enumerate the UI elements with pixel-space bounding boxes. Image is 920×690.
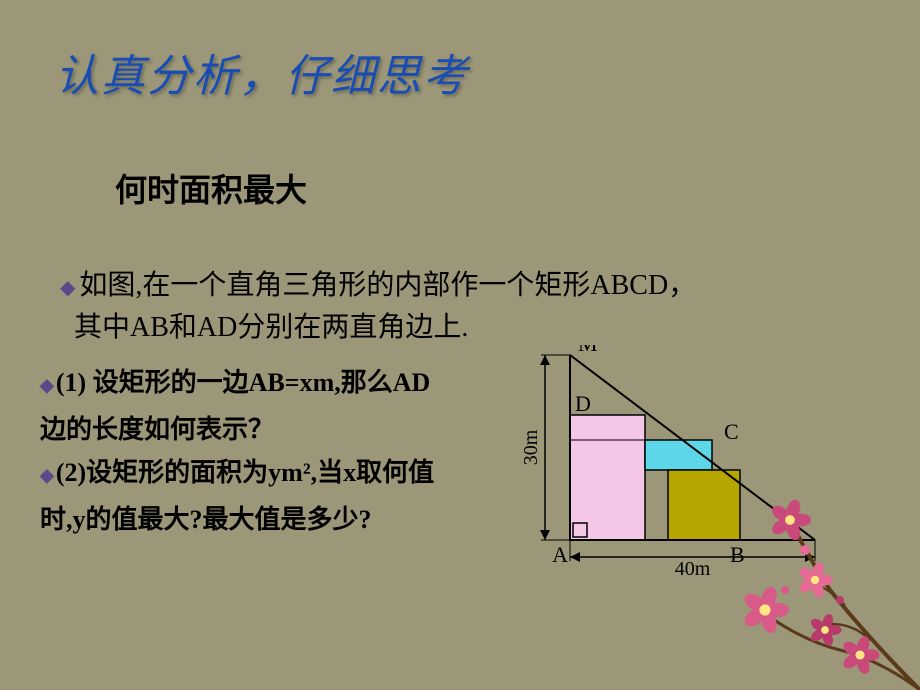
svg-text:D: D bbox=[575, 391, 591, 416]
question-2: ◆(2)设矩形的面积为ym²,当x取何值 时,y的值最大?最大值是多少? bbox=[40, 450, 540, 544]
bullet-diamond: ◆ bbox=[40, 465, 54, 485]
question-1: ◆(1) 设矩形的一边AB=xm,那么AD 边的长度如何表示？ bbox=[40, 360, 540, 454]
svg-text:30m: 30m bbox=[520, 429, 542, 465]
bullet-diamond: ◆ bbox=[60, 277, 75, 299]
svg-text:A: A bbox=[552, 542, 568, 567]
intro-line1: 如图,在一个直角三角形的内部作一个矩形ABCD， bbox=[79, 270, 696, 301]
intro-text: ◆如图,在一个直角三角形的内部作一个矩形ABCD， 其中AB和AD分别在两直角边… bbox=[60, 265, 880, 349]
svg-text:M: M bbox=[578, 345, 598, 356]
flower-decoration bbox=[670, 440, 920, 690]
q2-b: 时,y的值最大?最大值是多少? bbox=[40, 505, 372, 534]
q1-a: (1) 设矩形的一边AB=xm,那么AD bbox=[56, 368, 430, 397]
slide-subtitle: 何时面积最大 bbox=[115, 165, 307, 211]
q1-b: 边的长度如何表示？ bbox=[40, 415, 274, 444]
bullet-diamond: ◆ bbox=[40, 375, 54, 395]
q2-a: (2)设矩形的面积为ym²,当x取何值 bbox=[56, 458, 434, 487]
intro-line2: 其中AB和AD分别在两直角边上. bbox=[74, 312, 468, 343]
slide-title: 认真分析，仔细思考 bbox=[55, 40, 469, 104]
